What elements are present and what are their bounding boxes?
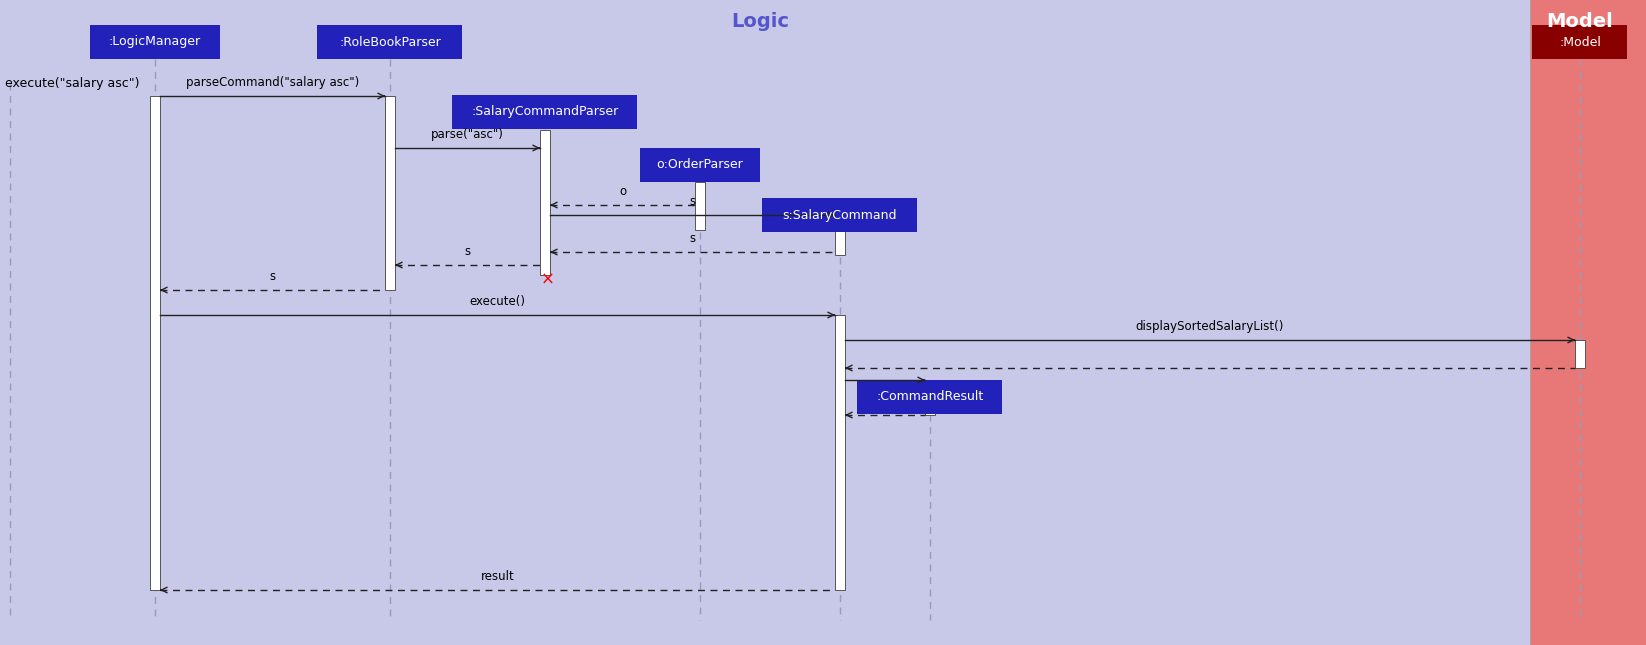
Bar xyxy=(91,25,221,59)
Bar xyxy=(640,148,760,182)
Text: :RoleBookParser: :RoleBookParser xyxy=(339,35,441,48)
Text: :LogicManager: :LogicManager xyxy=(109,35,201,48)
Text: result: result xyxy=(481,570,514,583)
Text: ×: × xyxy=(542,271,555,289)
Text: s: s xyxy=(690,195,696,208)
Bar xyxy=(453,95,637,129)
Text: o:OrderParser: o:OrderParser xyxy=(657,159,744,172)
Bar xyxy=(385,96,395,290)
Text: Model: Model xyxy=(1547,12,1613,31)
Bar xyxy=(1532,25,1628,59)
Text: execute(): execute() xyxy=(469,295,525,308)
Text: :SalaryCommandParser: :SalaryCommandParser xyxy=(471,106,619,119)
Text: execute("salary asc"): execute("salary asc") xyxy=(5,77,140,90)
Bar xyxy=(835,215,844,255)
Text: parse("asc"): parse("asc") xyxy=(431,128,504,141)
Text: :CommandResult: :CommandResult xyxy=(876,390,984,404)
Bar xyxy=(835,315,844,590)
Text: s:SalaryCommand: s:SalaryCommand xyxy=(783,208,897,221)
Text: displaySortedSalaryList(): displaySortedSalaryList() xyxy=(1136,320,1284,333)
Bar xyxy=(150,96,160,590)
Text: Logic: Logic xyxy=(731,12,788,31)
Text: o: o xyxy=(619,185,625,198)
Text: parseCommand("salary asc"): parseCommand("salary asc") xyxy=(186,76,359,89)
Bar xyxy=(762,198,917,232)
Bar xyxy=(1531,0,1646,645)
Text: s: s xyxy=(464,245,471,258)
Text: :Model: :Model xyxy=(1559,35,1602,48)
Bar xyxy=(858,380,1002,414)
Bar xyxy=(318,25,463,59)
Bar xyxy=(540,130,550,275)
Bar xyxy=(695,182,704,230)
Text: s: s xyxy=(270,270,275,283)
Text: s: s xyxy=(690,232,696,245)
Bar xyxy=(925,380,935,415)
Bar xyxy=(1575,340,1585,368)
